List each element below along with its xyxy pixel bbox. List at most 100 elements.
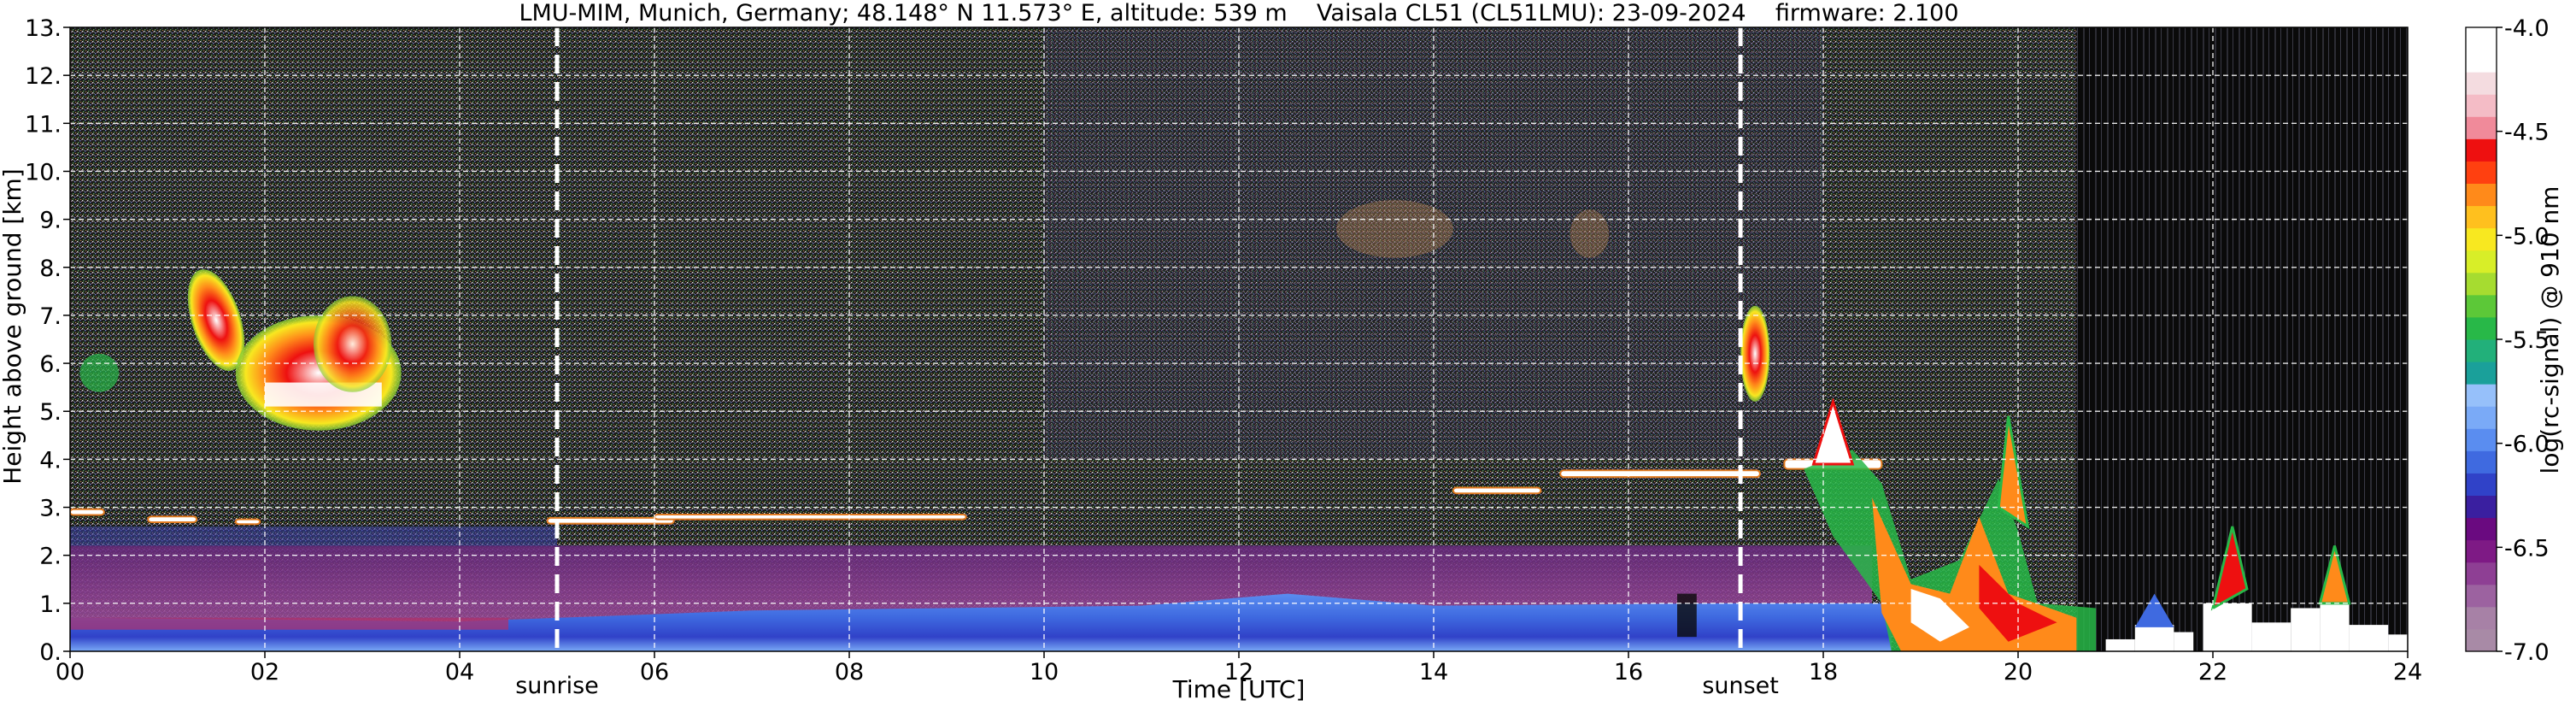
colorbar-segment xyxy=(2466,294,2497,318)
sun-marker-label: sunset xyxy=(1702,673,1779,699)
y-tick-label: 12. xyxy=(25,63,62,90)
y-tick-label: 9. xyxy=(39,208,62,234)
fog-segment xyxy=(2291,608,2321,651)
fog-segment xyxy=(2203,603,2252,651)
colorbar-segment xyxy=(2466,428,2497,451)
colorbar-segment xyxy=(2466,94,2497,117)
x-tick-label: 20 xyxy=(2004,659,2033,685)
x-axis-label: Time [UTC] xyxy=(1172,675,1306,703)
cloud-0130 xyxy=(187,269,245,371)
cloud-1720 xyxy=(1740,305,1770,402)
colorbar-tick-label: -6.0 xyxy=(2504,432,2550,458)
colorbar-segment xyxy=(2466,406,2497,429)
rain-region-core xyxy=(1910,589,1969,642)
x-tick-label: 08 xyxy=(835,659,864,685)
x-tick-label: 16 xyxy=(1614,659,1643,685)
colorbar-tick-label: -6.5 xyxy=(2504,535,2550,562)
cloud-0015 xyxy=(79,353,119,392)
dark-column xyxy=(1677,593,1697,638)
colorbar-segment xyxy=(2466,72,2497,95)
fog-segment xyxy=(2388,634,2408,651)
colorbar-segment xyxy=(2466,250,2497,274)
colorbar-segment xyxy=(2466,606,2497,630)
colorbar-segment xyxy=(2466,384,2497,407)
y-tick-label: 0. xyxy=(39,639,62,666)
x-tick-label: 06 xyxy=(640,659,669,685)
fog-segment xyxy=(2105,638,2135,651)
x-tick-label: 24 xyxy=(2393,659,2422,685)
y-tick-label: 4. xyxy=(39,447,62,474)
aerosol-1330 xyxy=(1336,200,1453,258)
colorbar-segment xyxy=(2466,205,2497,229)
colorbar-segment xyxy=(2466,161,2497,184)
grid-lines xyxy=(70,27,2408,651)
y-axis: 0. 1. 2. 3. 4. 5. 6. 7. 8. 9. 10. 11. 12. 13. xyxy=(25,15,70,666)
x-tick-label: 12 xyxy=(1224,659,1253,685)
y-tick-label: 11. xyxy=(25,111,62,138)
cloud-0300 xyxy=(314,296,392,392)
colorbar-segment xyxy=(2466,116,2497,139)
fog-segment xyxy=(2251,622,2291,651)
y-tick-label: 2. xyxy=(39,544,62,570)
y-tick-label: 1. xyxy=(39,591,62,618)
colorbar-segment xyxy=(2466,450,2497,474)
colorbar-segment xyxy=(2466,517,2497,541)
colorbar-tick-label: -5.0 xyxy=(2504,223,2550,250)
cloud-2210 xyxy=(2210,526,2249,611)
colorbar-segment xyxy=(2466,539,2497,563)
colorbar-segment xyxy=(2466,50,2497,73)
cloud-layer-0800 xyxy=(654,513,967,521)
colorbar-segment xyxy=(2466,628,2497,652)
surface-layer xyxy=(70,593,1892,651)
colorbar-segment xyxy=(2466,316,2497,340)
x-tick-label: 00 xyxy=(56,659,85,685)
colorbar-tick-label: -4.0 xyxy=(2504,15,2550,42)
convective-tower-1955 xyxy=(1997,415,2030,530)
colorbar: -7.0 -6.5 -6.0 -5.5 -5.0 -4.5 -4.0 xyxy=(2465,15,2550,666)
colorbar-label: log(rc-signal) @ 910 nm xyxy=(2536,186,2564,474)
high-noise-columns xyxy=(2076,27,2408,651)
colorbar-segment xyxy=(2466,584,2497,608)
chart-title: LMU-MIM, Munich, Germany; 48.148° N 11.5… xyxy=(519,0,1958,26)
colorbar-segment xyxy=(2466,562,2497,585)
aerosol-1540 xyxy=(1570,209,1610,258)
sun-marker-label: sunrise xyxy=(515,673,599,699)
fog-segment xyxy=(2134,625,2174,651)
colorbar-segment xyxy=(2466,473,2497,496)
nocturnal-layer xyxy=(70,617,508,630)
fog-segment xyxy=(2320,598,2350,651)
cloud-layer-0145 xyxy=(234,518,261,526)
fog-segment xyxy=(2174,632,2194,651)
x-tick-label: 10 xyxy=(1030,659,1059,685)
x-tick-label: 02 xyxy=(250,659,279,685)
y-tick-label: 8. xyxy=(39,256,62,282)
cloud-layer-early xyxy=(70,508,105,516)
cloud-layer-0100 xyxy=(147,515,198,523)
colorbar-segment xyxy=(2466,227,2497,251)
colorbar-tick-label: -4.5 xyxy=(2504,120,2550,146)
cloud-layer-1430 xyxy=(1452,486,1542,495)
y-tick-label: 13. xyxy=(25,15,62,42)
x-tick-label: 14 xyxy=(1419,659,1448,685)
sun-markers: sunrise sunset xyxy=(515,27,1779,699)
y-tick-label: 3. xyxy=(39,496,62,522)
cloud-layer-morning xyxy=(546,516,675,525)
residual-layer xyxy=(70,527,557,546)
colorbar-segment xyxy=(2466,339,2497,362)
fog-segment xyxy=(2349,625,2389,651)
x-tick-label: 04 xyxy=(445,659,474,685)
y-tick-label: 10. xyxy=(25,159,62,185)
y-tick-label: 7. xyxy=(39,303,62,330)
x-axis: 00 02 04 06 08 10 12 14 16 18 20 22 24 xyxy=(56,651,2422,685)
colorbar-tick-label: -5.5 xyxy=(2504,327,2550,354)
colorbar-segment xyxy=(2466,362,2497,385)
colorbar-segment xyxy=(2466,495,2497,519)
y-axis-label: Height above ground [km] xyxy=(0,168,26,485)
x-tick-label: 22 xyxy=(2198,659,2227,685)
x-tick-label: 18 xyxy=(1809,659,1838,685)
colorbar-segment xyxy=(2466,27,2497,50)
y-tick-label: 5. xyxy=(39,399,62,426)
colorbar-segment xyxy=(2466,272,2497,296)
cloud-layer-1630 xyxy=(1559,469,1761,479)
